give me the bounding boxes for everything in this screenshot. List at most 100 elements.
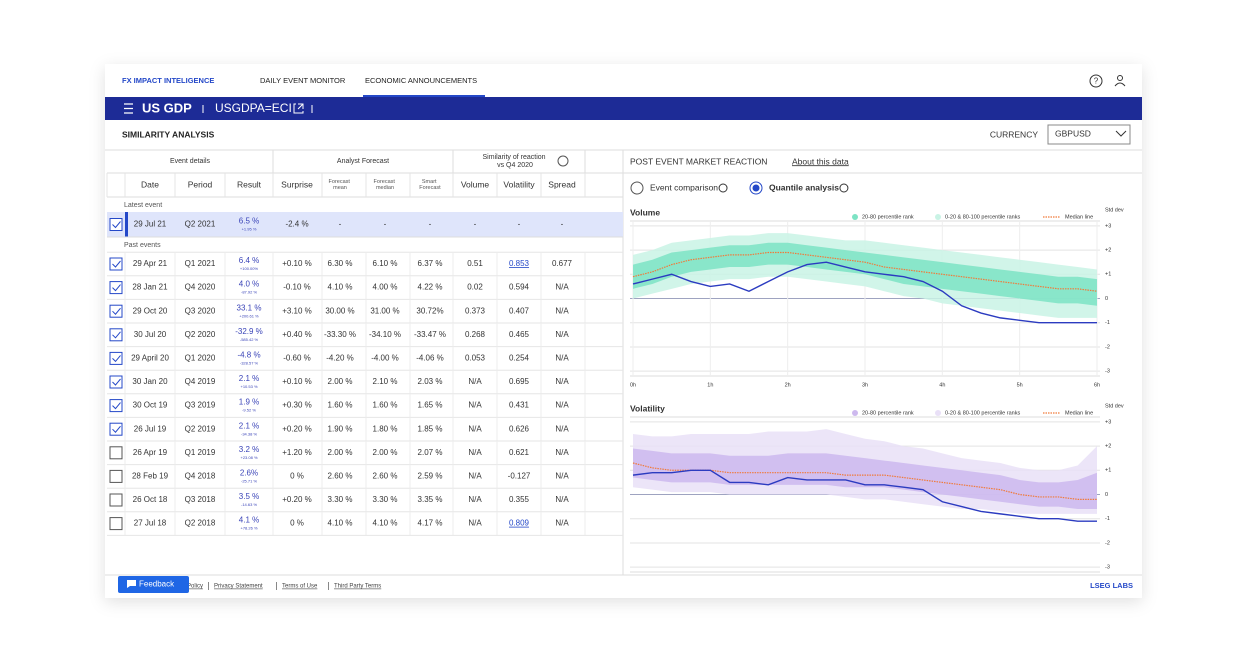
cell: +0.20 % xyxy=(282,495,312,504)
chevron xyxy=(1115,130,1127,137)
nav-tab[interactable]: ECONOMIC ANNOUNCEMENTS xyxy=(365,76,477,85)
result-change: -328.57 % xyxy=(240,360,259,365)
checkmark xyxy=(112,260,121,268)
column-group: Similarity of reaction vs Q4 2020 xyxy=(483,154,548,169)
currency-label: CURRENCY xyxy=(990,129,1039,139)
cell: 0.355 xyxy=(509,495,530,504)
help-icon[interactable] xyxy=(1089,74,1103,88)
column-header: Surprise xyxy=(281,179,313,189)
legend-swatch xyxy=(852,214,858,220)
section-title: SIMILARITY ANALYSIS xyxy=(122,129,215,139)
cell: -33.30 % xyxy=(324,330,356,339)
result: 33.1 % xyxy=(237,303,262,312)
cell: 0.594 xyxy=(509,283,530,292)
cell: 3.35 % xyxy=(418,495,443,504)
cell: 0.677 xyxy=(552,259,573,268)
result: 1.9 % xyxy=(239,398,259,407)
cell: 4.10 % xyxy=(373,519,398,528)
cell: 2.03 % xyxy=(418,377,443,386)
cell: +0.10 % xyxy=(282,259,312,268)
cell: 27 Jul 18 xyxy=(134,519,167,528)
result: 2.1 % xyxy=(239,421,259,430)
cell: 30 Jan 20 xyxy=(132,377,168,386)
y-tick-label: -3 xyxy=(1105,369,1110,375)
group-label: Past events xyxy=(124,242,161,249)
cell: Q2 2021 xyxy=(185,220,216,229)
cell[interactable]: 0.853 xyxy=(509,259,530,268)
menu-icon[interactable] xyxy=(124,103,133,114)
x-tick-label: 6h xyxy=(1094,382,1100,388)
radio-label[interactable]: Event comparison xyxy=(650,182,718,192)
cell: -0.10 % xyxy=(283,283,311,292)
cell[interactable]: 0.809 xyxy=(509,519,530,528)
checkbox[interactable] xyxy=(109,493,123,507)
checkbox[interactable] xyxy=(109,257,123,271)
cell: 2.00 % xyxy=(328,448,353,457)
radio[interactable] xyxy=(630,181,644,195)
checkbox[interactable] xyxy=(109,351,123,365)
info-icon[interactable] xyxy=(718,183,728,193)
radio-label[interactable]: Quantile analysis xyxy=(769,182,839,192)
footer-link[interactable]: Privacy Statement xyxy=(214,584,263,590)
cell: Q3 2020 xyxy=(185,306,216,315)
footer-link[interactable]: Third Party Terms xyxy=(334,584,381,590)
cell: -33.47 % xyxy=(414,330,446,339)
x-tick-label: 4h xyxy=(939,382,945,388)
cell: 6.30 % xyxy=(328,259,353,268)
user-icon[interactable] xyxy=(1117,75,1123,81)
chart-title: Volume xyxy=(630,207,660,217)
legend-label: 0-20 & 80-100 percentile ranks xyxy=(945,214,1020,220)
legend-swatch xyxy=(852,410,858,416)
cell: 6.10 % xyxy=(373,259,398,268)
checkbox[interactable] xyxy=(109,469,123,483)
checkbox[interactable] xyxy=(109,399,123,413)
feedback-label[interactable]: Feedback xyxy=(139,580,175,589)
feedback-icon xyxy=(127,580,136,588)
checkbox[interactable] xyxy=(109,328,123,342)
result-change: -25.71 % xyxy=(241,478,257,483)
y-tick-label: +3 xyxy=(1105,419,1111,425)
result: 3.5 % xyxy=(239,492,259,501)
cell: 4.10 % xyxy=(328,283,353,292)
about-link[interactable]: About this data xyxy=(792,156,849,166)
cell: 2.00 % xyxy=(328,377,353,386)
result-change: -34.38 % xyxy=(241,431,257,436)
cell: 0.626 xyxy=(509,424,530,433)
cell: Q2 2019 xyxy=(185,424,216,433)
external-link-icon[interactable] xyxy=(293,103,304,114)
checkbox[interactable] xyxy=(109,304,123,318)
cell: N/A xyxy=(555,448,569,457)
cell: Q4 2019 xyxy=(185,377,216,386)
cell: +1.20 % xyxy=(282,448,312,457)
cell: 0.254 xyxy=(509,354,530,363)
indicator-title: US GDP xyxy=(142,100,192,115)
checkbox[interactable] xyxy=(109,422,123,436)
cell: 30.72% xyxy=(416,306,443,315)
checkbox[interactable] xyxy=(109,281,123,295)
currency-value: GBPUSD xyxy=(1055,128,1091,138)
checkbox[interactable] xyxy=(109,517,123,531)
cell: -0.127 xyxy=(508,472,531,481)
footer-link[interactable]: Terms of Use xyxy=(282,584,318,590)
info-icon[interactable] xyxy=(839,183,849,193)
cell: N/A xyxy=(468,448,482,457)
cell: 1.85 % xyxy=(418,424,443,433)
y-tick-label: -2 xyxy=(1105,344,1110,350)
checkbox[interactable] xyxy=(109,218,123,231)
info-icon[interactable] xyxy=(557,155,569,167)
cell: 0 % xyxy=(290,472,304,481)
currency-select[interactable] xyxy=(1047,124,1131,145)
cell: Q2 2020 xyxy=(185,330,216,339)
checkmark xyxy=(112,425,121,433)
cell: 0.621 xyxy=(509,448,530,457)
x-tick-label: 2h xyxy=(785,382,791,388)
result-change: +1.95 % xyxy=(242,227,257,232)
y-tick-label: -2 xyxy=(1105,540,1110,546)
result: 6.5 % xyxy=(239,217,259,226)
checkbox[interactable] xyxy=(109,446,123,460)
cell: Q4 2018 xyxy=(185,472,216,481)
checkbox[interactable] xyxy=(109,375,123,389)
y-tick-label: +1 xyxy=(1105,468,1111,474)
cell: N/A xyxy=(555,495,569,504)
nav-tab[interactable]: DAILY EVENT MONITOR xyxy=(260,76,346,85)
